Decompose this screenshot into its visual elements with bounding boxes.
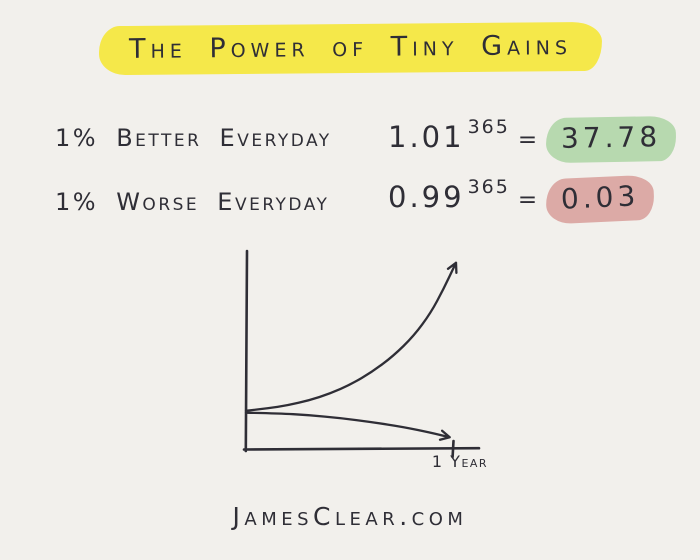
worse-base-value: 0.99	[388, 180, 465, 214]
worse-exponent: 365	[467, 176, 510, 198]
hand-drawn-chart	[242, 249, 481, 459]
better-result-value: 37.78	[560, 120, 662, 155]
curve-exponential-decay	[244, 411, 451, 441]
title-area: The Power of Tiny Gains	[0, 21, 700, 76]
better-equals-sign: =	[517, 127, 538, 153]
one-year-tick	[451, 439, 455, 459]
better-exponent: 365	[467, 116, 510, 138]
worse-result-highlight: 0.03	[545, 174, 656, 225]
x-axis-label: 1 Year	[431, 452, 489, 471]
worse-result-value: 0.03	[560, 179, 641, 216]
x-axis	[242, 446, 481, 451]
page-title: The Power of Tiny Gains	[128, 30, 572, 65]
title-highlight: The Power of Tiny Gains	[98, 21, 602, 76]
footer-credit: JamesClear.com	[232, 502, 468, 531]
worse-equals-sign: =	[517, 187, 538, 213]
better-base-value: 1.01	[388, 120, 465, 154]
curve-exponential-growth	[244, 261, 458, 412]
better-result-highlight: 37.78	[545, 115, 677, 164]
better-everyday-label: 1% Better Everyday	[55, 124, 332, 152]
y-axis	[244, 249, 249, 453]
better-equation: 1.01 365 = 37.78	[388, 115, 677, 164]
worse-everyday-label: 1% Worse Everyday	[55, 188, 330, 216]
worse-equation: 0.99 365 = 0.03	[388, 174, 656, 225]
